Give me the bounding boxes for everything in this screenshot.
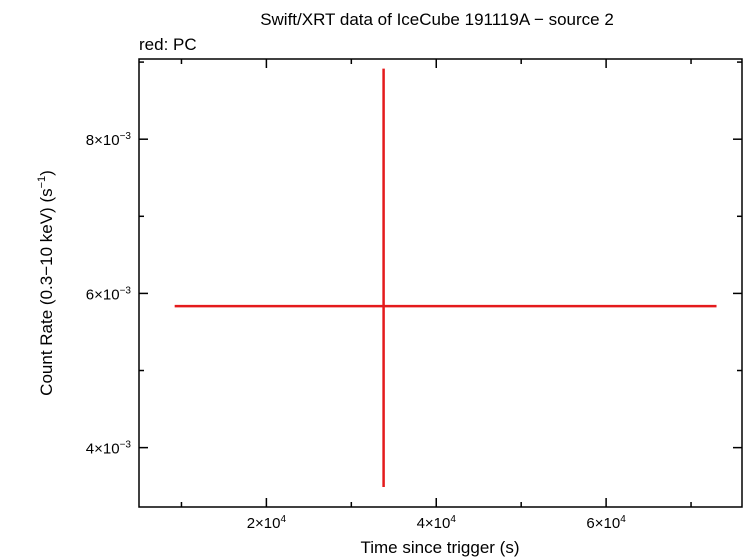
data-series (174, 68, 717, 487)
chart-title: Swift/XRT data of IceCube 191119A − sour… (260, 10, 614, 29)
y-tick-label: 8×10−3 (86, 131, 132, 149)
x-tick-label: 6×104 (586, 514, 626, 532)
x-tick-label: 2×104 (247, 514, 287, 532)
plot-frame (138, 58, 743, 508)
data-point (174, 68, 717, 487)
y-tick-label: 4×10−3 (86, 440, 132, 458)
x-tick-label: 4×104 (417, 514, 457, 532)
x-axis-label: Time since trigger (s) (360, 538, 519, 557)
chart-subtitle: red: PC (139, 35, 197, 54)
y-axis-label: Count Rate (0.3−10 keV) (s−1) (36, 170, 56, 396)
axis-ticks: 2×104 4×104 6×104 4×10−3 6×10−3 8×10−3 (86, 59, 742, 532)
y-tick-label: 6×10−3 (86, 285, 132, 303)
